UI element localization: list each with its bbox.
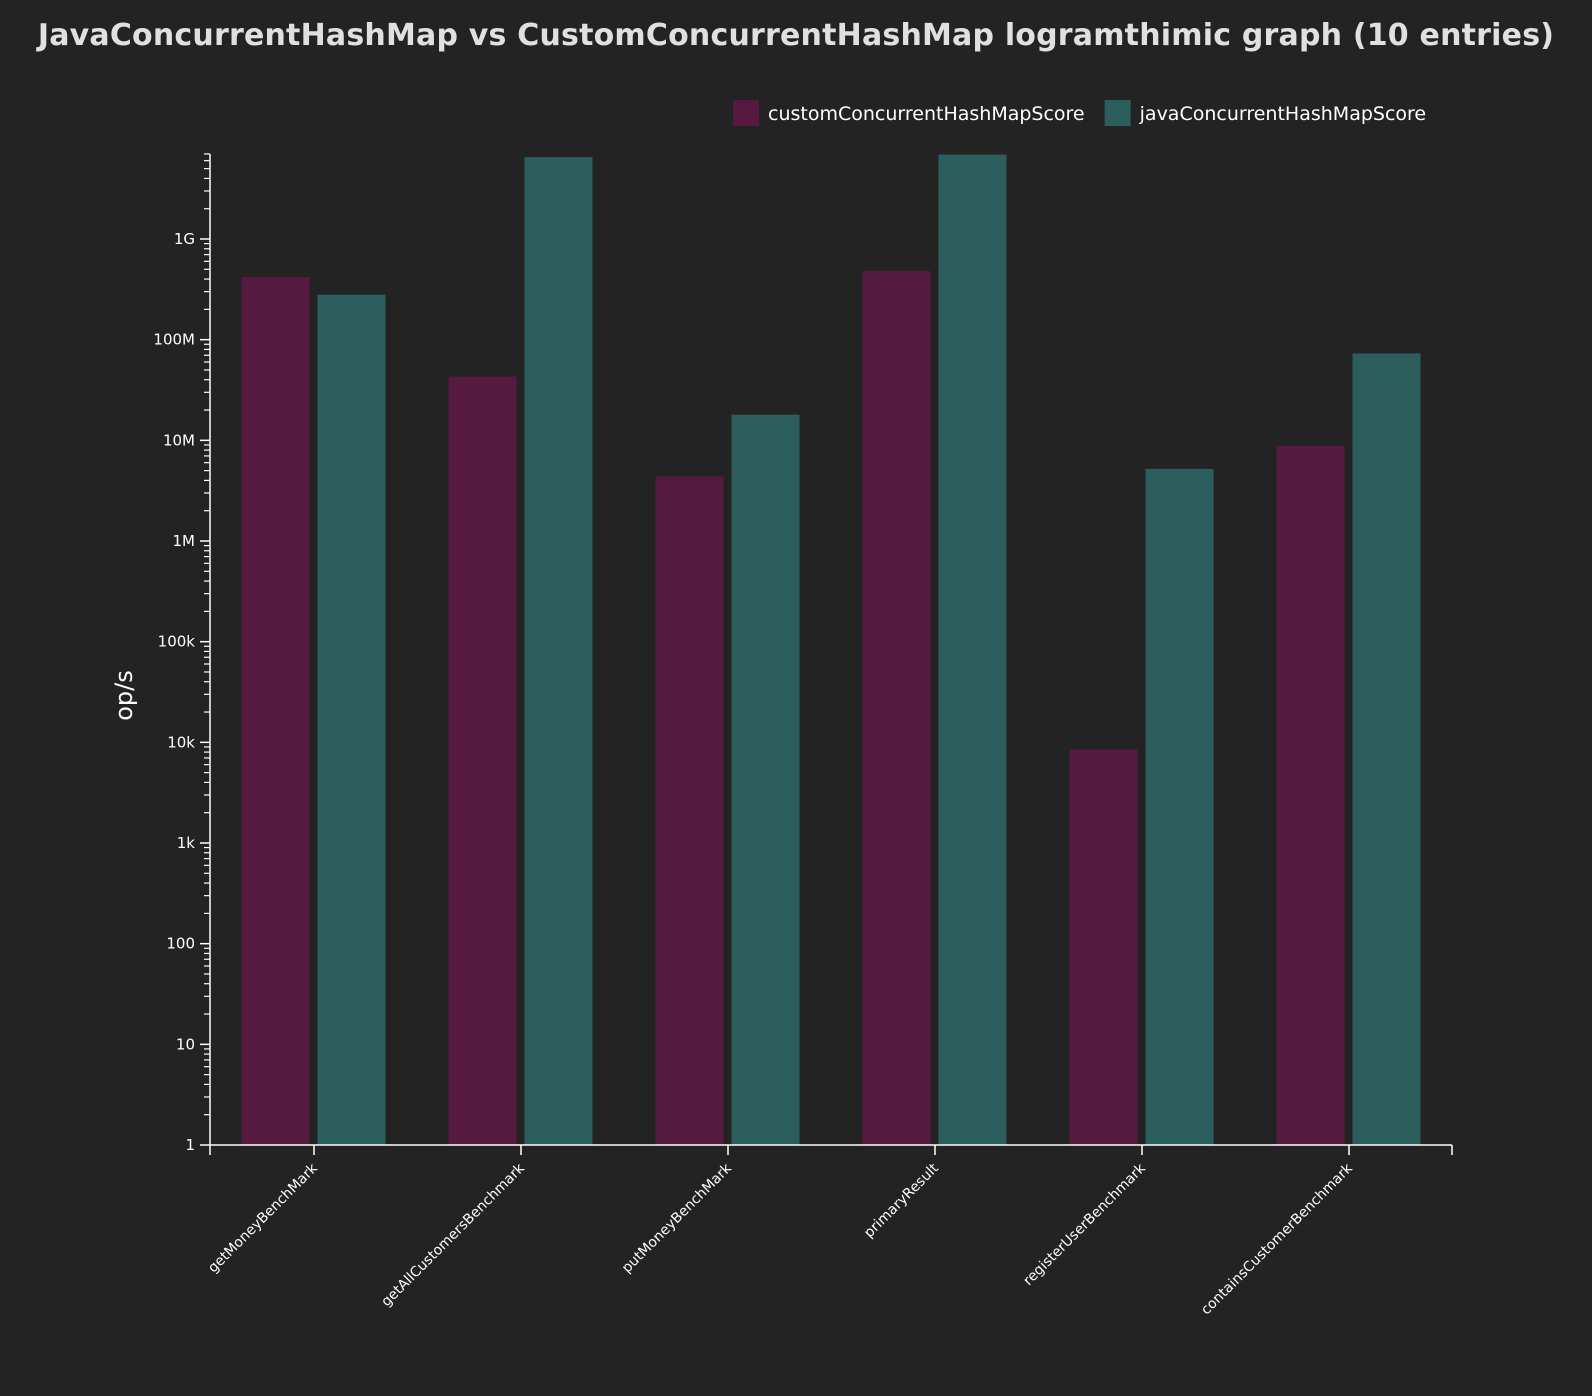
bars-group <box>241 154 1421 1146</box>
y-tick-label: 1 <box>185 1136 195 1154</box>
x-tick-label: primaryResult <box>861 1160 942 1241</box>
bar-javaConcurrentHashMapScore-primaryResult <box>938 154 1007 1146</box>
y-tick-label: 1k <box>177 834 196 852</box>
y-axis-title: op/s <box>110 670 138 721</box>
legend-swatch-customConcurrentHashMapScore <box>733 100 759 126</box>
legend-label-customConcurrentHashMapScore: customConcurrentHashMapScore <box>768 103 1085 125</box>
legend: customConcurrentHashMapScore javaConcurre… <box>733 100 1426 126</box>
bar-customConcurrentHashMapScore-registerUserBenchmark <box>1069 749 1138 1145</box>
bar-customConcurrentHashMapScore-getMoneyBenchMark <box>241 276 310 1145</box>
x-tick-label: getMoneyBenchMark <box>205 1160 321 1276</box>
y-tick-label: 10k <box>167 733 195 751</box>
y-tick-label: 100 <box>166 935 195 953</box>
y-tick-label: 10M <box>163 431 195 449</box>
x-axis: getMoneyBenchMark getAllCustomersBenchmar… <box>205 1144 1453 1318</box>
y-axis: 1 10 100 1k 10k 100k 1M 10M 100M 1G op/s <box>110 153 211 1154</box>
x-tick-label: putMoneyBenchMark <box>619 1160 735 1276</box>
y-tick-label: 100k <box>158 633 196 651</box>
y-tick-label: 10 <box>176 1035 195 1053</box>
x-tick-label: containsCustomerBenchmark <box>1198 1160 1356 1318</box>
legend-swatch-javaConcurrentHashMapScore <box>1104 100 1131 126</box>
bar-javaConcurrentHashMapScore-getMoneyBenchMark <box>317 294 386 1145</box>
y-tick-label: 100M <box>153 331 195 349</box>
chart-title: JavaConcurrentHashMap vs CustomConcurren… <box>37 18 1555 53</box>
x-tick-label: registerUserBenchmark <box>1020 1160 1149 1289</box>
bar-customConcurrentHashMapScore-containsCustomerBenchmark <box>1276 445 1345 1145</box>
bar-customConcurrentHashMapScore-putMoneyBenchMark <box>655 476 724 1145</box>
x-tick-label: getAllCustomersBenchmark <box>378 1160 528 1310</box>
bar-javaConcurrentHashMapScore-getAllCustomersBenchmark <box>524 157 593 1145</box>
legend-label-javaConcurrentHashMapScore: javaConcurrentHashMapScore <box>1139 103 1426 125</box>
bar-javaConcurrentHashMapScore-putMoneyBenchMark <box>731 414 800 1146</box>
bar-customConcurrentHashMapScore-getAllCustomersBenchmark <box>448 376 517 1145</box>
y-tick-label: 1G <box>174 230 195 248</box>
bar-javaConcurrentHashMapScore-registerUserBenchmark <box>1145 468 1214 1145</box>
y-tick-label: 1M <box>173 532 196 550</box>
bar-customConcurrentHashMapScore-primaryResult <box>862 271 931 1145</box>
bar-javaConcurrentHashMapScore-containsCustomerBenchmark <box>1352 353 1421 1145</box>
